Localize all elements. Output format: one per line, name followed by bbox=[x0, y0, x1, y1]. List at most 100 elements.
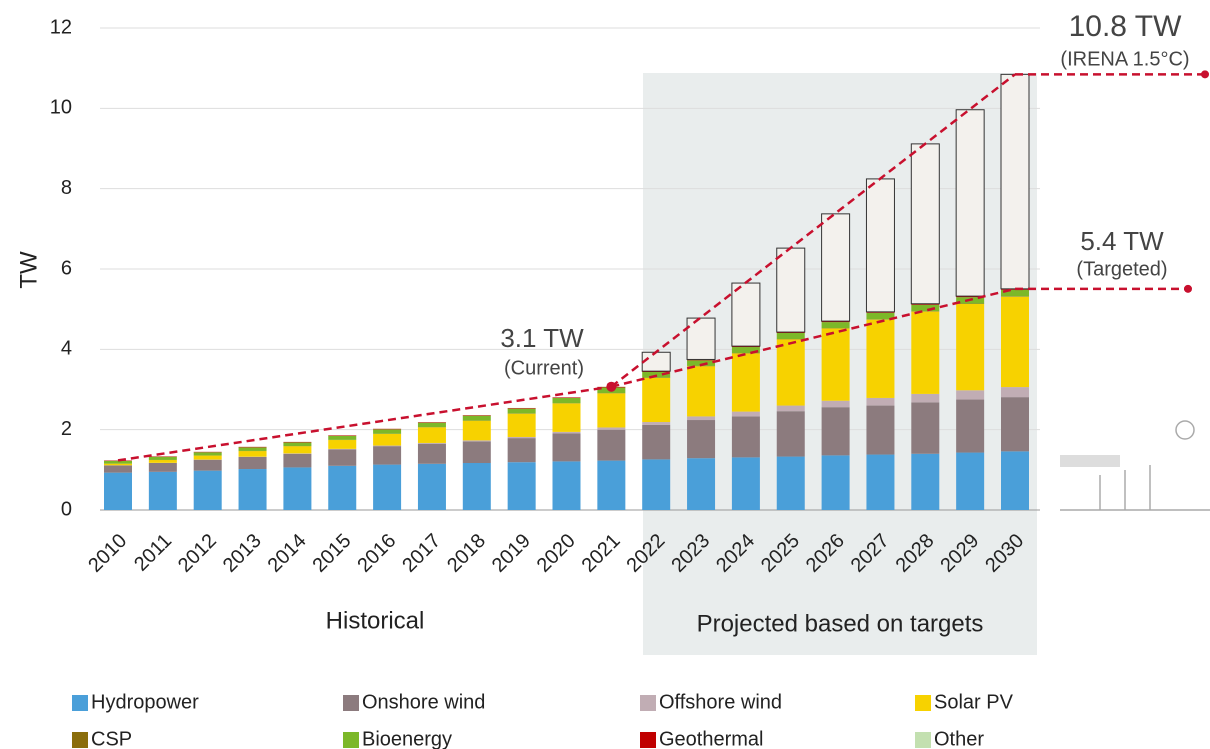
bar-segment bbox=[687, 359, 716, 361]
legend-label: Geothermal bbox=[659, 728, 764, 749]
bar-segment bbox=[104, 460, 132, 464]
bar-segment bbox=[821, 400, 850, 408]
bar-segment bbox=[597, 393, 626, 428]
bar-segment bbox=[417, 442, 446, 444]
bar-segment bbox=[597, 429, 626, 461]
x-tick-label: 2015 bbox=[308, 530, 355, 577]
bar-segment bbox=[731, 346, 760, 348]
bar-segment bbox=[283, 467, 312, 510]
annotation: 3.1 TW bbox=[500, 323, 584, 353]
bar-segment bbox=[641, 351, 671, 372]
bar-segment bbox=[865, 178, 895, 313]
bar-segment bbox=[462, 420, 491, 441]
bar-segment bbox=[193, 452, 222, 456]
bar-segment bbox=[552, 403, 581, 432]
bar-segment bbox=[776, 332, 805, 340]
bar-segment bbox=[462, 441, 491, 464]
bar-segment bbox=[193, 470, 222, 510]
bar-segment bbox=[821, 455, 850, 510]
y-tick-label: 12 bbox=[50, 16, 72, 38]
bar-segment bbox=[866, 405, 895, 455]
bar-segment bbox=[417, 443, 446, 464]
bar-segment bbox=[911, 393, 940, 403]
legend-swatch bbox=[640, 732, 656, 748]
bar-segment bbox=[956, 296, 985, 298]
bar-segment bbox=[148, 456, 177, 460]
bar-segment bbox=[462, 415, 491, 416]
bar-segment bbox=[462, 463, 491, 510]
legend-label: CSP bbox=[91, 728, 132, 749]
trend-line bbox=[611, 287, 1016, 388]
bar-segment bbox=[776, 247, 806, 333]
bar-segment bbox=[910, 143, 940, 305]
bar-segment bbox=[104, 465, 132, 473]
bar-segment bbox=[911, 304, 940, 312]
bar-segment bbox=[507, 462, 536, 510]
bar-segment bbox=[956, 452, 985, 510]
bar-segment bbox=[1001, 289, 1029, 297]
bar-segment bbox=[104, 463, 132, 466]
bar-segment bbox=[731, 416, 760, 458]
landscape-icon bbox=[1060, 420, 1210, 511]
trend-line bbox=[610, 73, 1016, 388]
x-tick-label: 2011 bbox=[130, 530, 176, 576]
section-label: Projected based on targets bbox=[697, 610, 984, 637]
y-tick-label: 0 bbox=[61, 498, 72, 520]
x-tick-label: 2019 bbox=[488, 530, 535, 577]
bar-segment bbox=[821, 407, 850, 456]
bar-segment bbox=[507, 438, 536, 463]
bar-segment bbox=[687, 420, 716, 459]
bar-segment bbox=[911, 402, 940, 454]
bar-segment bbox=[866, 397, 895, 406]
annotation: (Targeted) bbox=[1076, 258, 1167, 280]
bar-segment bbox=[1001, 296, 1029, 388]
x-tick-label: 2014 bbox=[264, 530, 311, 577]
bar-segment bbox=[642, 422, 671, 425]
x-tick-label: 2016 bbox=[353, 530, 400, 577]
bar-segment bbox=[911, 303, 940, 305]
marker bbox=[1201, 70, 1209, 79]
bar-segment bbox=[686, 317, 716, 360]
x-tick-label: 2013 bbox=[219, 530, 266, 577]
bar-segment bbox=[956, 399, 985, 453]
bar-segment bbox=[417, 463, 446, 510]
bar-segment bbox=[731, 282, 761, 347]
bar-segment bbox=[687, 416, 716, 421]
bar-segment bbox=[1001, 387, 1029, 398]
bar-segment bbox=[776, 405, 805, 412]
y-tick-label: 2 bbox=[61, 418, 72, 440]
bar-segment bbox=[687, 366, 716, 417]
y-tick-label: 8 bbox=[61, 177, 72, 199]
x-tick-label: 2010 bbox=[84, 530, 131, 577]
x-tick-label: 2017 bbox=[398, 530, 445, 577]
bar-segment bbox=[687, 360, 716, 366]
bar-segment bbox=[552, 433, 581, 462]
x-tick-label: 2018 bbox=[443, 530, 490, 577]
bar-segment bbox=[1001, 397, 1029, 452]
bar-segment bbox=[148, 471, 177, 510]
bar-segment bbox=[552, 431, 581, 434]
bar-segment bbox=[373, 433, 402, 446]
bar-segment bbox=[417, 422, 446, 423]
bar-segment bbox=[328, 440, 357, 449]
bar-segment bbox=[417, 422, 446, 428]
bar-segment bbox=[731, 353, 760, 412]
bar-segment bbox=[373, 429, 402, 434]
bar-segment bbox=[148, 460, 177, 463]
bar-segment bbox=[104, 472, 132, 510]
legend-swatch bbox=[343, 695, 359, 711]
legend: Hydropower Onshore wind Offshore wind Solar… bbox=[72, 691, 1014, 749]
bar-segment bbox=[507, 408, 536, 409]
bar-segment bbox=[821, 322, 850, 329]
bar-segment bbox=[776, 411, 805, 457]
bar-segment bbox=[866, 319, 895, 398]
bar-segment bbox=[552, 397, 581, 404]
bar-segment bbox=[283, 453, 312, 468]
annotation: 5.4 TW bbox=[1080, 226, 1164, 256]
bar-segment bbox=[1000, 73, 1030, 290]
bar-segment bbox=[552, 397, 581, 398]
y-tick-label: 4 bbox=[61, 338, 72, 360]
legend-swatch bbox=[72, 695, 88, 711]
bar-segment bbox=[776, 332, 805, 333]
